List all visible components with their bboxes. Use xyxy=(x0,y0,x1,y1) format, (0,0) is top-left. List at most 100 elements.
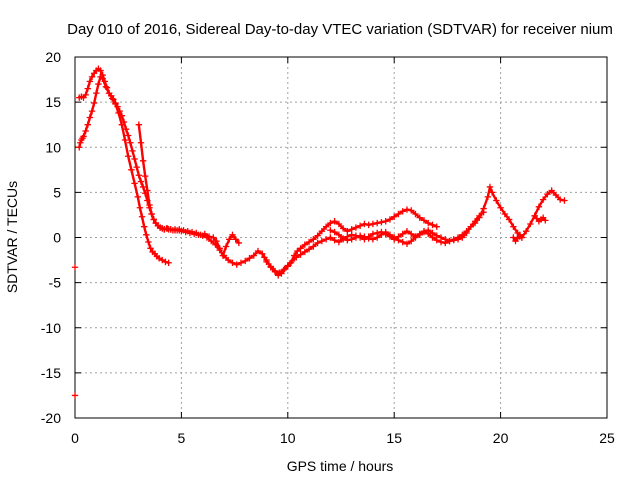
data-point xyxy=(122,126,130,133)
data-point xyxy=(263,258,270,266)
data-point xyxy=(301,248,309,256)
data-point xyxy=(335,231,343,238)
y-tick-label: 10 xyxy=(45,139,61,155)
data-point xyxy=(344,237,351,244)
data-point xyxy=(246,255,253,262)
data-point xyxy=(486,183,494,191)
data-point xyxy=(203,234,211,241)
data-point xyxy=(216,246,223,254)
data-point xyxy=(99,71,106,79)
data-point xyxy=(314,239,321,247)
data-point xyxy=(403,227,411,235)
data-point xyxy=(408,207,415,214)
data-point xyxy=(129,147,136,155)
y-tick-label: -15 xyxy=(41,365,61,381)
data-point xyxy=(138,213,146,220)
chart-title: Day 010 of 2016, Sidereal Day-to-day VTE… xyxy=(67,21,613,38)
data-point xyxy=(88,107,96,115)
x-tick-label: 5 xyxy=(178,430,186,446)
data-point xyxy=(505,216,513,223)
x-axis-label: GPS time / hours xyxy=(287,458,394,474)
data-point xyxy=(210,234,217,241)
data-point xyxy=(136,204,144,211)
data-point xyxy=(254,247,262,255)
data-point xyxy=(293,254,300,261)
data-point xyxy=(142,172,149,180)
data-point xyxy=(412,210,419,218)
data-point xyxy=(386,231,394,238)
data-point xyxy=(395,237,402,244)
data-point xyxy=(114,103,121,110)
data-point xyxy=(261,254,268,261)
data-point xyxy=(93,89,100,97)
data-series xyxy=(71,65,568,399)
data-point xyxy=(235,239,243,247)
data-point xyxy=(352,234,360,241)
series-outliers xyxy=(71,264,79,399)
data-point xyxy=(352,224,360,231)
data-point xyxy=(542,217,549,224)
y-tick-label: 5 xyxy=(53,184,61,200)
data-point xyxy=(399,238,406,246)
data-point xyxy=(373,234,381,241)
data-point xyxy=(488,189,496,196)
data-point xyxy=(322,223,330,230)
data-point xyxy=(484,193,492,201)
data-point xyxy=(84,121,91,128)
data-point xyxy=(233,261,240,268)
data-point xyxy=(107,92,115,100)
data-point xyxy=(425,230,432,238)
x-tick-label: 10 xyxy=(280,430,296,446)
data-point xyxy=(86,114,94,121)
data-point xyxy=(182,228,189,236)
data-point xyxy=(137,139,145,146)
data-point xyxy=(128,166,135,174)
data-point xyxy=(365,235,372,242)
data-point xyxy=(425,219,432,227)
data-point xyxy=(267,263,274,270)
data-point xyxy=(327,227,334,234)
data-point xyxy=(348,236,355,243)
data-point xyxy=(416,231,423,238)
data-point xyxy=(318,237,326,245)
data-point xyxy=(527,220,534,228)
data-point xyxy=(95,80,102,88)
data-point xyxy=(162,258,169,266)
data-point xyxy=(226,236,233,243)
data-point xyxy=(284,262,291,269)
data-point xyxy=(327,219,334,227)
data-point xyxy=(250,252,257,259)
data-point xyxy=(271,267,279,275)
data-point xyxy=(103,84,111,91)
data-point xyxy=(112,99,119,107)
data-point xyxy=(322,236,330,243)
data-point xyxy=(82,91,89,99)
data-point xyxy=(310,236,317,243)
data-point xyxy=(471,219,479,227)
data-point xyxy=(395,210,402,218)
data-point xyxy=(133,163,140,171)
data-point xyxy=(288,257,296,265)
data-point xyxy=(120,118,128,126)
data-point xyxy=(344,227,351,235)
data-point xyxy=(399,230,406,238)
y-tick-label: 0 xyxy=(53,230,61,246)
data-point xyxy=(121,136,129,144)
series-segment-6 xyxy=(531,212,549,225)
data-point xyxy=(501,210,509,218)
data-point xyxy=(535,203,543,211)
data-point xyxy=(280,266,287,274)
data-point xyxy=(127,139,134,146)
data-point xyxy=(314,232,321,239)
series-segment-7 xyxy=(510,231,526,245)
data-point xyxy=(86,78,94,85)
data-point xyxy=(348,226,355,233)
data-point xyxy=(459,231,466,238)
x-tick-label: 0 xyxy=(71,430,79,446)
data-point xyxy=(148,210,155,218)
data-point xyxy=(220,252,228,259)
data-point xyxy=(382,218,389,225)
data-point xyxy=(84,85,91,92)
data-point xyxy=(195,231,202,238)
data-point xyxy=(442,239,449,247)
